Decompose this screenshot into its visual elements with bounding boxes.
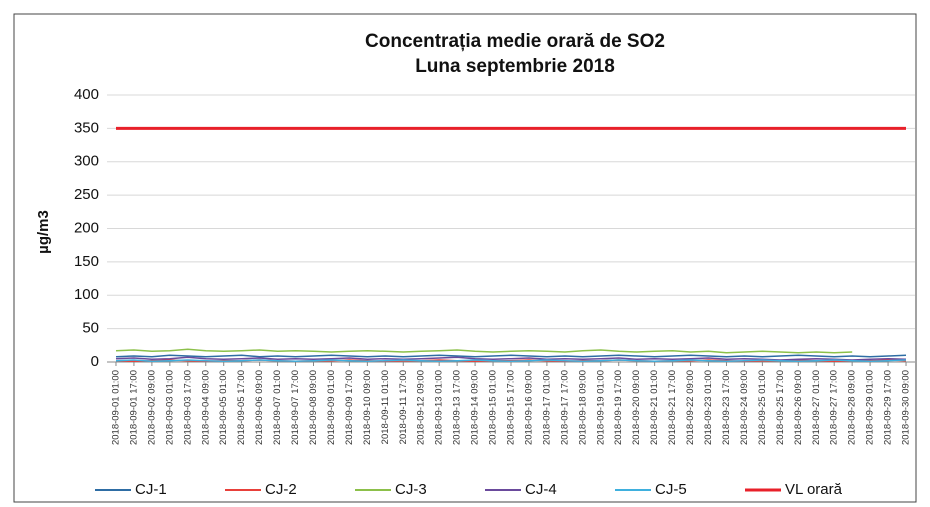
x-tick-label: 2018-09-07 17:00 [290, 370, 301, 445]
x-tick-label: 2018-09-17 01:00 [541, 370, 552, 445]
y-tick-label: 150 [74, 253, 99, 270]
y-tick-label: 0 [91, 353, 99, 370]
x-tick-label: 2018-09-18 09:00 [577, 370, 588, 445]
x-tick-label: 2018-09-02 09:00 [146, 370, 157, 445]
x-tick-label: 2018-09-30 09:00 [901, 370, 912, 445]
x-tick-label: 2018-09-11 01:00 [380, 370, 391, 444]
y-tick-label: 300 [74, 153, 99, 170]
x-tick-label: 2018-09-19 17:00 [613, 370, 624, 445]
x-tick-label: 2018-09-25 17:00 [775, 370, 786, 445]
chart-border [13, 13, 917, 503]
x-tick-label: 2018-09-28 09:00 [847, 370, 858, 445]
x-tick-label: 2018-09-06 09:00 [254, 370, 265, 445]
x-tick-label: 2018-09-03 01:00 [164, 370, 175, 445]
x-tick-label: 2018-09-24 09:00 [739, 370, 750, 445]
x-tick-label: 2018-09-16 09:00 [523, 370, 534, 445]
y-tick-label: 50 [82, 320, 99, 337]
x-tick-label: 2018-09-03 17:00 [182, 370, 193, 445]
x-tick-label: 2018-09-05 17:00 [236, 370, 247, 445]
series-line [115, 356, 907, 361]
x-tick-label: 2018-09-13 17:00 [452, 370, 463, 445]
chart-subtitle: Luna septembrie 2018 [415, 56, 615, 77]
x-tick-label: 2018-09-22 09:00 [685, 370, 696, 445]
x-tick-label: 2018-09-08 09:00 [308, 370, 319, 445]
y-tick-label: 350 [74, 119, 99, 136]
x-tick-label: 2018-09-11 17:00 [398, 370, 409, 444]
x-tick-label: 2018-09-10 09:00 [362, 370, 373, 445]
x-tick-label: 2018-09-17 17:00 [559, 370, 570, 445]
x-tick-label: 2018-09-27 17:00 [829, 370, 840, 445]
y-tick-label: 400 [74, 86, 99, 103]
series-line [115, 354, 907, 358]
legend-label: CJ-5 [655, 481, 687, 498]
x-tick-label: 2018-09-25 01:00 [757, 370, 768, 445]
x-tick-label: 2018-09-09 01:00 [326, 370, 337, 445]
legend-label: CJ-1 [135, 481, 167, 498]
x-tick-label: 2018-09-21 17:00 [667, 370, 678, 445]
legend-label: CJ-3 [395, 481, 427, 498]
x-tick-label: 2018-09-15 01:00 [488, 370, 499, 445]
legend-label: CJ-4 [525, 481, 557, 498]
x-tick-label: 2018-09-12 09:00 [416, 370, 427, 445]
series-line [115, 348, 853, 354]
y-tick-label: 250 [74, 186, 99, 203]
x-tick-label: 2018-09-09 17:00 [344, 370, 355, 445]
x-tick-label: 2018-09-19 01:00 [595, 370, 606, 445]
legend-label: CJ-2 [265, 481, 297, 498]
x-tick-label: 2018-09-05 01:00 [218, 370, 229, 445]
x-tick-label: 2018-09-01 01:00 [110, 370, 121, 445]
x-tick-label: 2018-09-29 01:00 [865, 370, 876, 445]
series-line [115, 359, 907, 363]
x-tick-label: 2018-09-21 01:00 [649, 370, 660, 445]
x-tick-label: 2018-09-15 17:00 [506, 370, 517, 445]
legend-label: VL orară [785, 481, 843, 498]
x-tick-label: 2018-09-29 17:00 [883, 370, 894, 445]
chart-title: Concentrația medie orară de SO2 [365, 31, 665, 52]
x-tick-label: 2018-09-26 09:00 [793, 370, 804, 445]
y-tick-label: 100 [74, 286, 99, 303]
x-tick-label: 2018-09-13 01:00 [434, 370, 445, 445]
x-tick-label: 2018-09-20 09:00 [631, 370, 642, 445]
x-tick-label: 2018-09-01 17:00 [128, 370, 139, 445]
x-tick-label: 2018-09-23 17:00 [721, 370, 732, 445]
x-tick-label: 2018-09-27 01:00 [811, 370, 822, 445]
x-tick-label: 2018-09-14 09:00 [470, 370, 481, 445]
x-tick-label: 2018-09-07 01:00 [272, 370, 283, 445]
x-tick-label: 2018-09-23 01:00 [703, 370, 714, 445]
y-tick-label: 200 [74, 219, 99, 236]
x-tick-label: 2018-09-04 09:00 [200, 370, 211, 445]
y-axis-label: µg/m3 [35, 210, 52, 254]
